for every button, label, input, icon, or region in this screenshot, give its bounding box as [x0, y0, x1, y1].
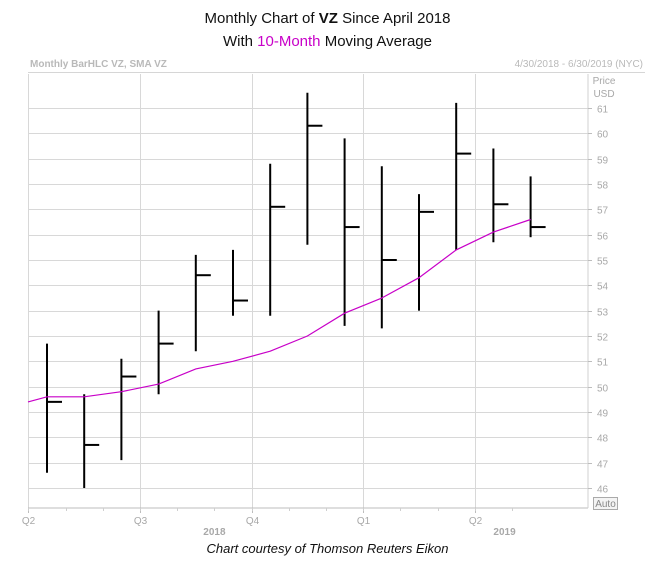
ticker-symbol: VZ	[318, 10, 338, 27]
x-quarter-label: Q2	[22, 516, 36, 527]
y-tick-label: 48	[597, 434, 609, 445]
x-quarter-label: Q2	[469, 516, 483, 527]
bar-layer	[46, 92, 546, 488]
x-year-label: 2019	[493, 527, 516, 538]
y-tick-label: 54	[597, 282, 609, 293]
chart-header-date-range: 4/30/2018 - 6/30/2019 (NYC)	[514, 59, 643, 70]
auto-scale-button[interactable]: Auto	[593, 497, 618, 510]
chart-header-left: Monthly BarHLC VZ, SMA VZ	[30, 59, 167, 70]
y-tick-label: 50	[597, 384, 609, 395]
y-tick-label: 55	[597, 257, 609, 268]
y-tick-label: 60	[597, 130, 609, 141]
y-tick-label: 46	[597, 485, 609, 496]
y-tick-label: 56	[597, 232, 609, 243]
y-tick-label: 53	[597, 308, 609, 319]
price-axis-label: Price	[593, 76, 616, 87]
y-tick-label: 47	[597, 460, 609, 471]
chart-credit: Chart courtesy of Thomson Reuters Eikon	[206, 541, 449, 556]
x-quarter-label: Q3	[134, 516, 148, 527]
y-tick-label: 58	[597, 181, 609, 192]
highlight-period: 10-Month	[257, 33, 321, 50]
y-tick-label: 59	[597, 156, 609, 167]
chart-title-line-2: With 10-Month Moving Average	[222, 33, 432, 50]
axis-layer: 46 47 48 49 50 51 52 53 54 55 56 57 58 59 60 61 Q2 Q3 Q4 Q1…	[22, 74, 609, 538]
y-tick-label: 57	[597, 206, 609, 217]
y-tick-label: 51	[597, 358, 609, 369]
chart-title-line-1: Monthly Chart of VZ Since April 2018	[204, 10, 451, 27]
currency-axis-label: USD	[593, 89, 614, 100]
x-quarter-label: Q4	[246, 516, 260, 527]
x-quarter-label: Q1	[357, 516, 371, 527]
y-tick-label: 49	[597, 409, 609, 420]
y-tick-label: 61	[597, 105, 609, 116]
header-divider	[28, 72, 645, 73]
sma-line	[27, 218, 531, 403]
sma-layer	[27, 218, 531, 403]
x-year-label: 2018	[203, 527, 226, 538]
y-tick-label: 52	[597, 333, 609, 344]
